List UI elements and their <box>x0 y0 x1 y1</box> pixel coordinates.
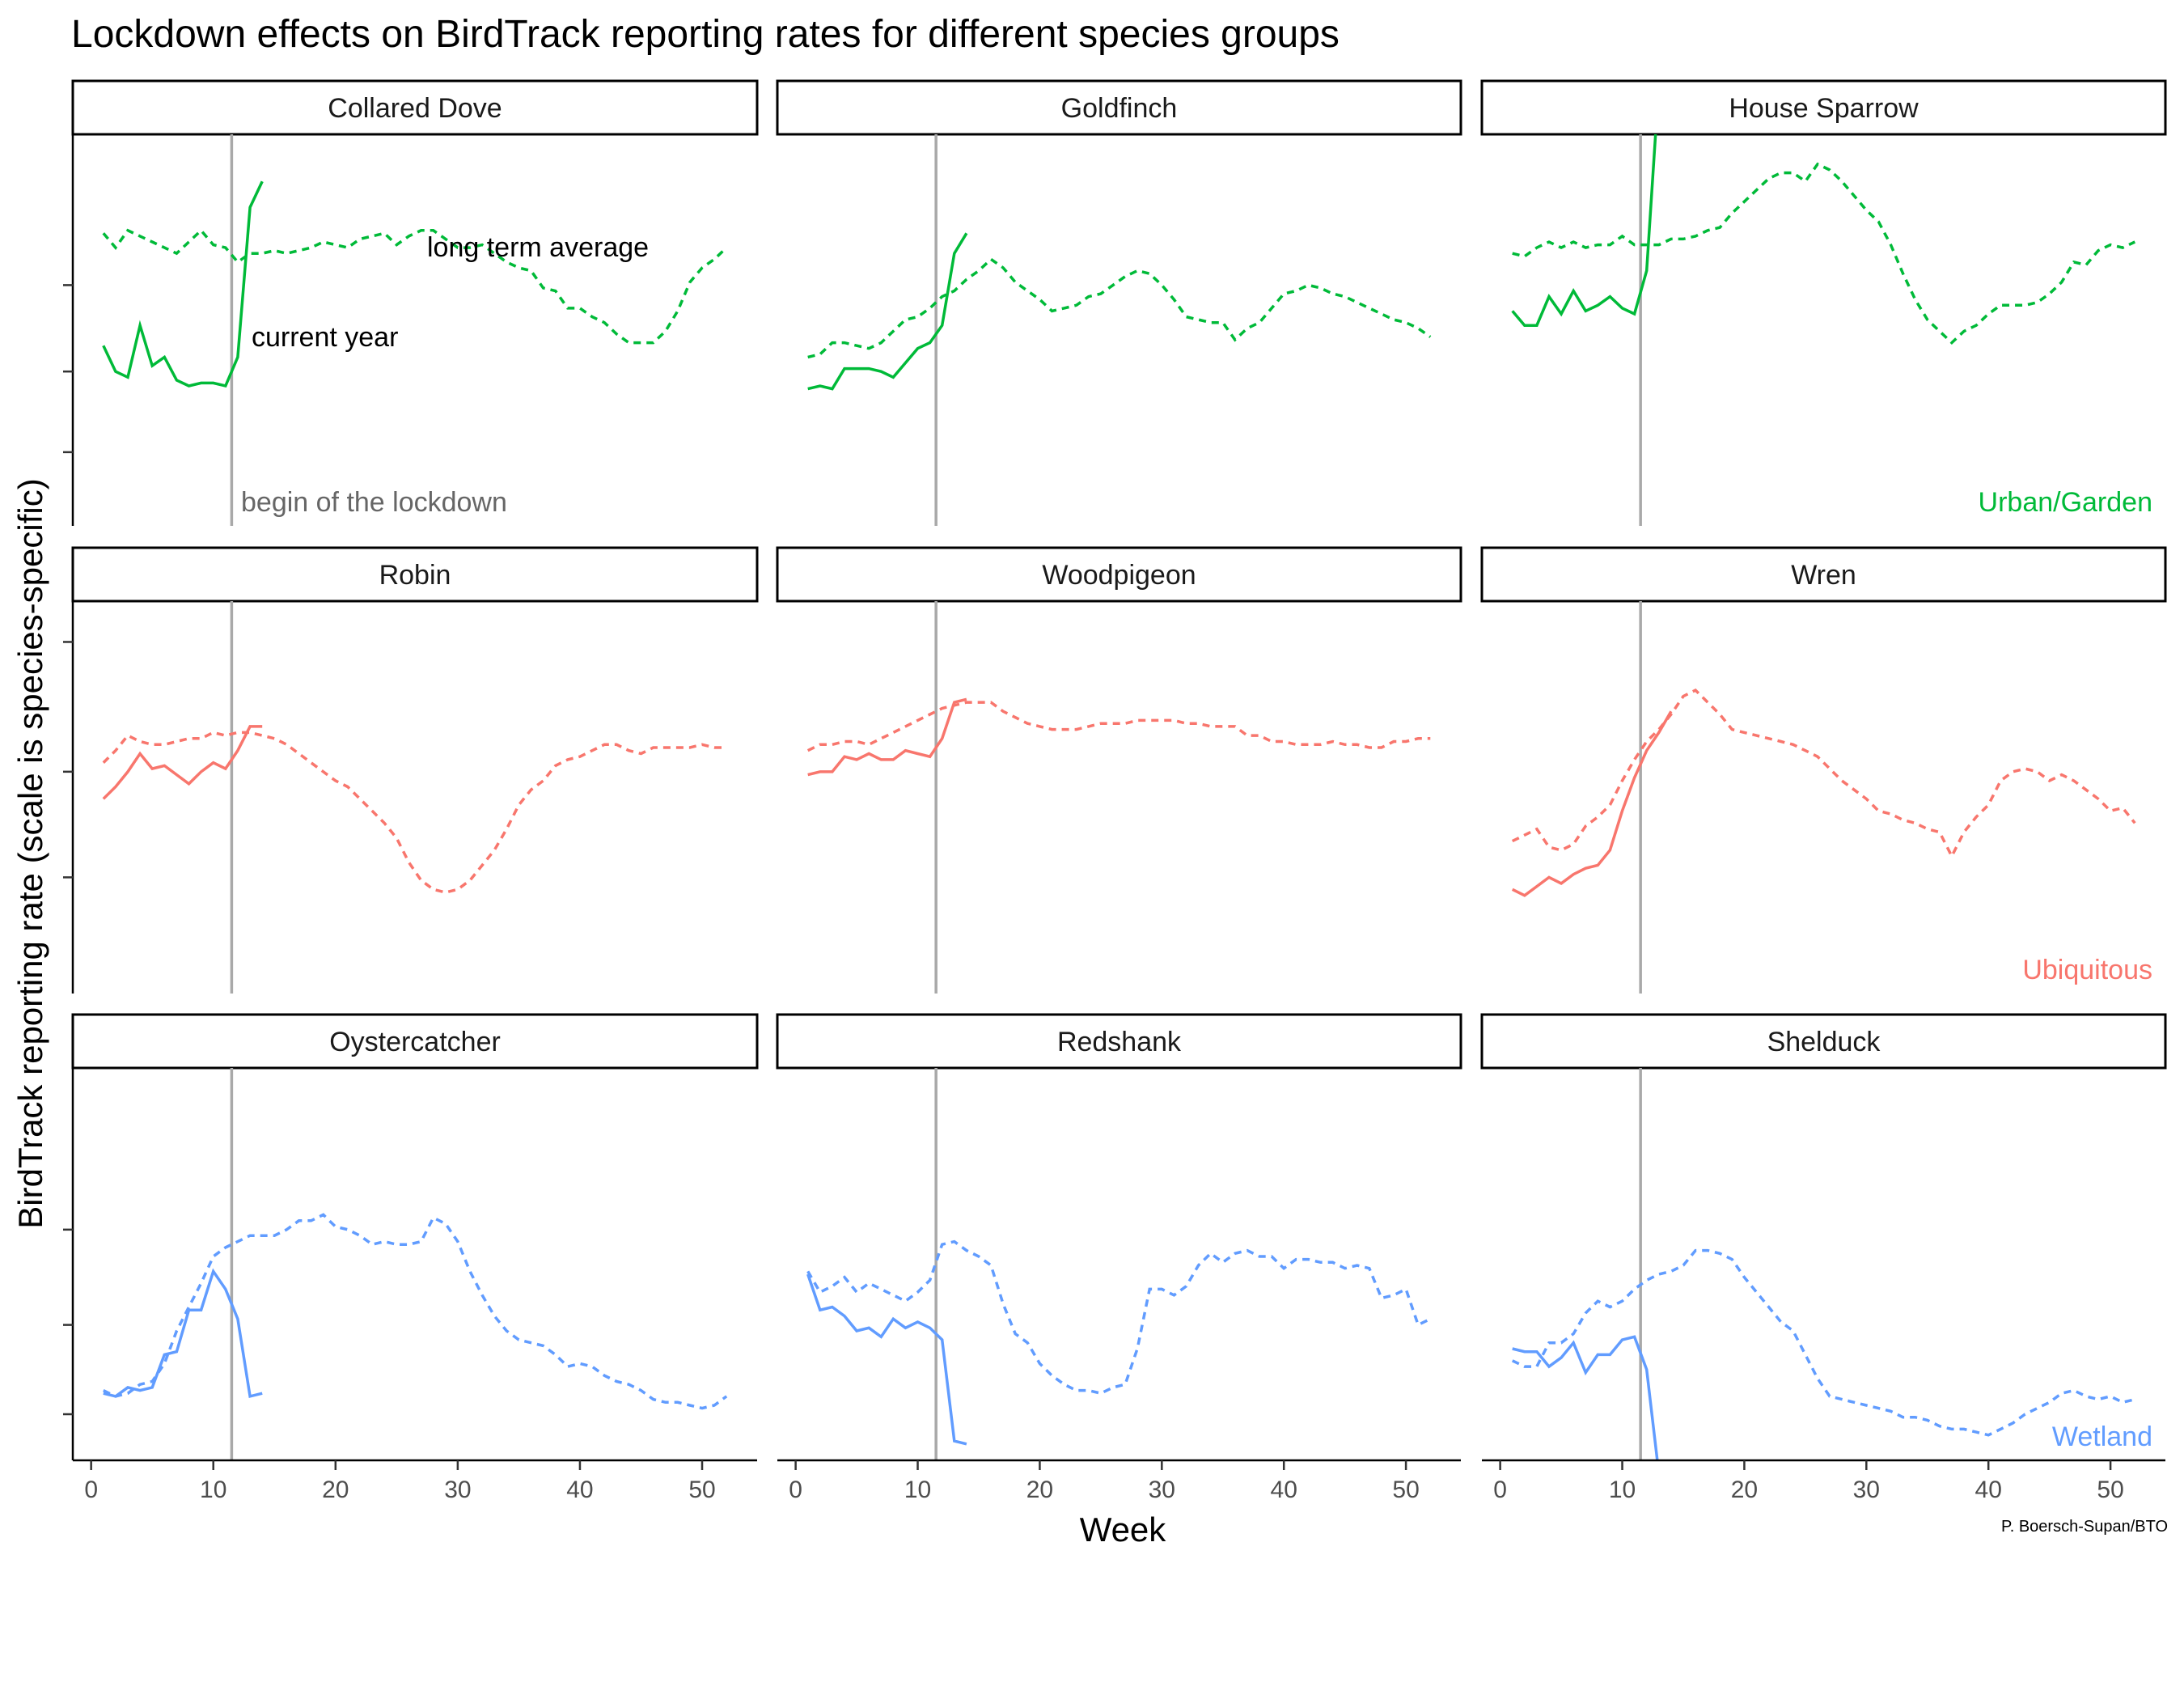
x-tick-label: 50 <box>2097 1477 2123 1503</box>
x-tick-label: 10 <box>1609 1477 1636 1503</box>
strip-box <box>71 79 759 136</box>
x-tick-label: 50 <box>1392 1477 1419 1503</box>
strip-label: Goldfinch <box>1061 93 1178 124</box>
strip-box <box>776 546 1462 603</box>
panel-shelduck: Shelduck Wetland <box>1480 1013 2167 1460</box>
x-tick-label: 20 <box>322 1477 349 1503</box>
panel-house-sparrow: House Sparrow Urban/Garden <box>1480 79 2167 526</box>
current-year-line <box>806 1273 967 1446</box>
panel-robin: Robin <box>71 546 759 994</box>
x-axis-title: Week <box>1080 1510 1167 1549</box>
strip-box <box>1480 546 2167 603</box>
panel-oystercatcher: Oystercatcher <box>71 1013 759 1460</box>
strip-box <box>776 1013 1462 1070</box>
x-tick-label: 10 <box>904 1477 931 1503</box>
long-term-average-line <box>102 731 727 894</box>
long-term-average-line <box>1511 688 2136 860</box>
strip-label: Robin <box>379 560 451 591</box>
x-tick-label: 40 <box>1271 1477 1297 1503</box>
series-group <box>1511 688 2136 897</box>
current-year-line <box>1511 134 1657 327</box>
group-label: Wetland <box>2052 1421 2152 1452</box>
series-group <box>102 725 727 894</box>
x-tick-label: 40 <box>1975 1477 2002 1503</box>
long-term-average-line <box>806 701 1431 752</box>
lockdown-annotation: begin of the lockdown <box>241 487 507 518</box>
chart-title: Lockdown effects on BirdTrack reporting … <box>71 13 1340 56</box>
x-tick-label: 50 <box>688 1477 715 1503</box>
series-group <box>1511 134 2136 345</box>
strip-box <box>71 1013 759 1070</box>
panel-wren: Wren Ubiquitous <box>1480 546 2167 994</box>
current-year-line <box>1511 710 1673 897</box>
panel-goldfinch: Goldfinch <box>776 79 1462 526</box>
strip-label: Shelduck <box>1767 1027 1881 1057</box>
x-tick-label: 30 <box>1853 1477 1880 1503</box>
current-year-line <box>102 725 263 800</box>
current-year-line <box>807 232 968 391</box>
panel-collared-dove: Collared Dove current year long term avera… <box>71 79 759 526</box>
facet-panels: Collared Dove current year long term avera… <box>71 79 2167 1460</box>
current-year-line <box>103 1268 263 1399</box>
series-group <box>1511 1248 2135 1460</box>
x-tick-label: 0 <box>789 1477 802 1503</box>
long-term-average-line <box>1511 1248 2135 1437</box>
strip-box <box>1480 79 2167 136</box>
long-term-average-annotation: long term average <box>427 232 649 263</box>
series-group <box>806 1239 1432 1446</box>
x-tick-label: 0 <box>84 1477 98 1503</box>
strip-label: Oystercatcher <box>329 1027 501 1057</box>
strip-box <box>776 79 1462 136</box>
credit-label: P. Boersch-Supan/BTO <box>2001 1518 2168 1536</box>
strip-box <box>71 546 759 603</box>
current-year-line <box>102 180 264 388</box>
series-group <box>103 1213 728 1410</box>
x-tick-label: 40 <box>566 1477 593 1503</box>
panel-redshank: Redshank <box>776 1013 1462 1460</box>
strip-label: Redshank <box>1057 1027 1182 1057</box>
long-term-average-line <box>102 228 728 345</box>
strip-box <box>1480 1013 2167 1070</box>
x-tick-label: 10 <box>200 1477 226 1503</box>
long-term-average-line <box>1512 162 2136 345</box>
series-group <box>806 697 1431 777</box>
x-tick-label: 20 <box>1731 1477 1758 1503</box>
long-term-average-line <box>103 1213 728 1410</box>
strip-label: Collared Dove <box>328 93 502 124</box>
x-tick-label: 20 <box>1026 1477 1053 1503</box>
y-axis-title: BirdTrack reporting rate (scale is speci… <box>11 478 49 1228</box>
axes: 0 10 20 30 40 50 0 10 20 30 40 50 0 10 20 30 40 50 <box>63 134 2165 1503</box>
strip-label: Wren <box>1791 560 1856 591</box>
series-group <box>102 180 728 388</box>
current-year-annotation: current year <box>252 322 398 353</box>
panel-woodpigeon: Woodpigeon <box>776 546 1462 994</box>
x-tick-label: 30 <box>1149 1477 1175 1503</box>
x-tick-label: 30 <box>444 1477 471 1503</box>
long-term-average-line <box>806 1239 1432 1396</box>
series-group <box>807 232 1432 391</box>
group-label: Urban/Garden <box>1979 487 2152 518</box>
current-year-line <box>1512 1335 1659 1460</box>
group-label: Ubiquitous <box>2022 955 2152 985</box>
long-term-average-line <box>807 257 1432 359</box>
current-year-line <box>807 697 967 777</box>
x-tick-label: 0 <box>1493 1477 1507 1503</box>
strip-label: House Sparrow <box>1729 93 1919 124</box>
strip-label: Woodpigeon <box>1042 560 1196 591</box>
